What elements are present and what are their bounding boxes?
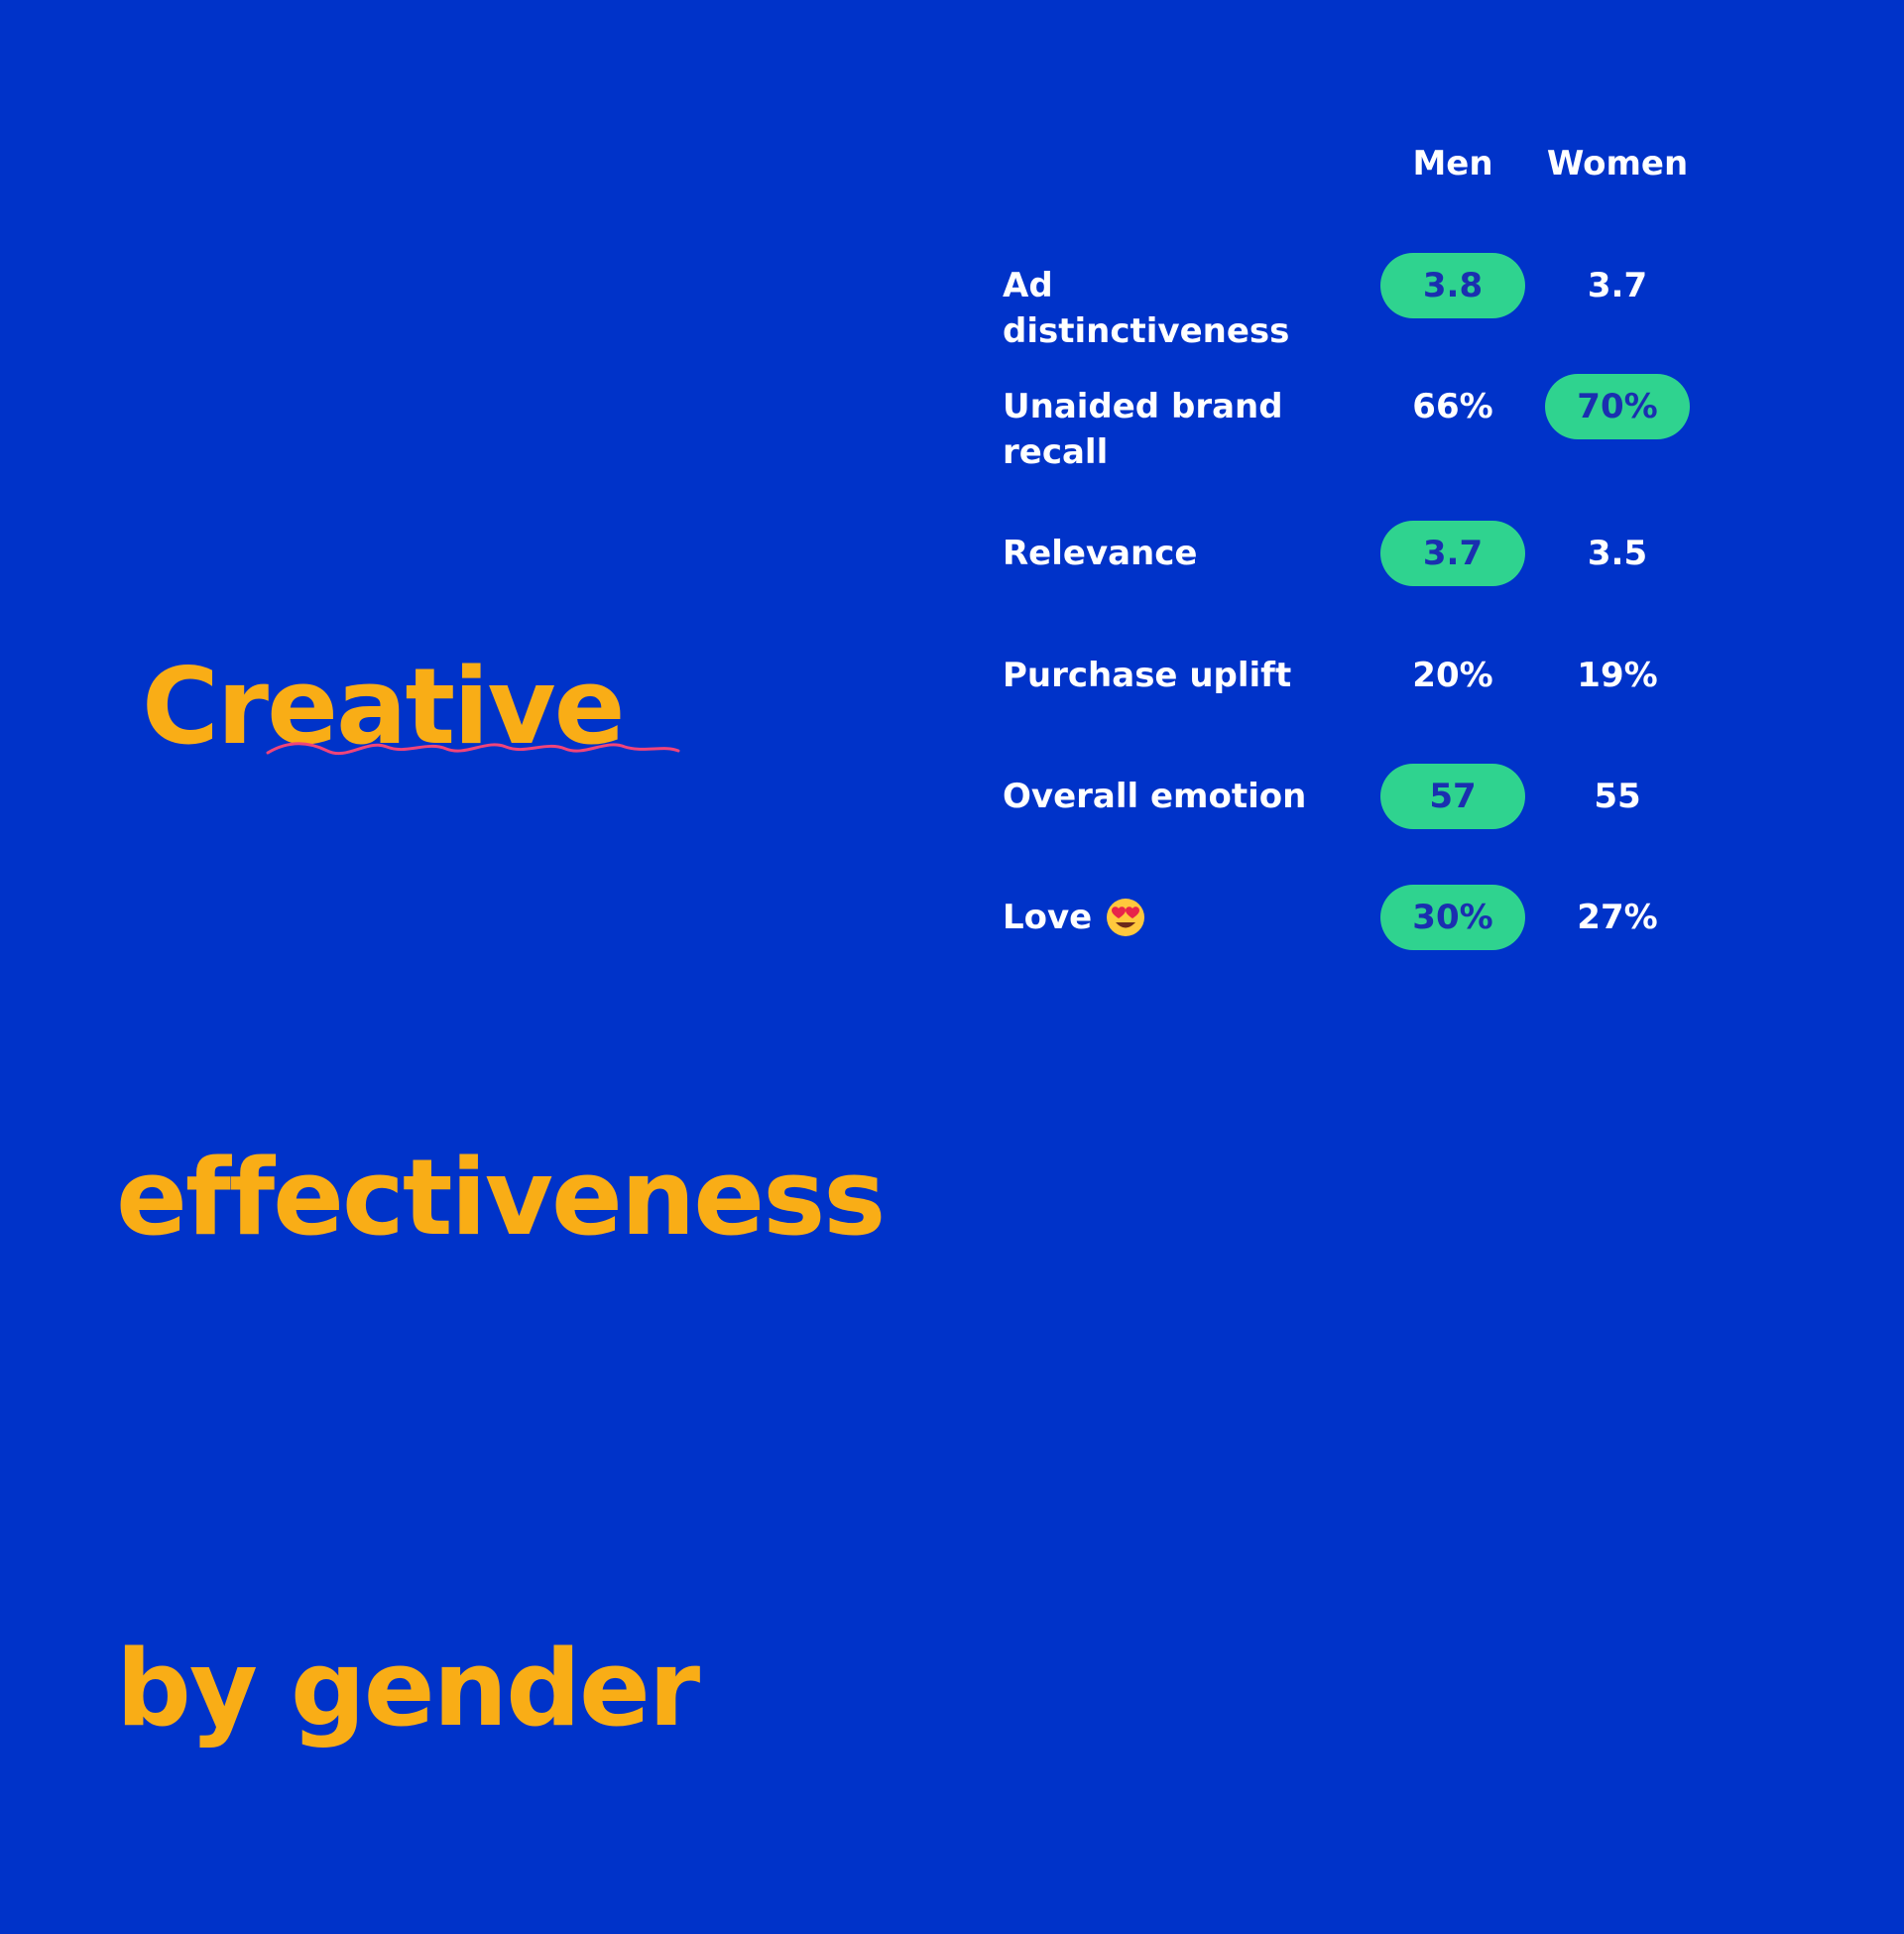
squiggle-path bbox=[266, 742, 680, 756]
cell-men-highlighted: 30% bbox=[1380, 885, 1525, 950]
title-line-2: effectiveness bbox=[116, 1137, 886, 1259]
cell-women: 3.7 bbox=[1587, 266, 1648, 305]
row-label-text: Unaided brand recall bbox=[1003, 387, 1283, 472]
cell-men: 66% bbox=[1412, 387, 1493, 426]
cell-men-highlighted: 3.7 bbox=[1380, 521, 1525, 586]
squiggle-underline bbox=[266, 742, 680, 756]
column-header-women: Women bbox=[1546, 144, 1689, 183]
row-label: Overall emotion bbox=[1003, 774, 1340, 819]
heart-eyes-emoji-icon bbox=[1106, 898, 1145, 937]
cell-women-highlighted: 70% bbox=[1545, 374, 1690, 439]
row-label-text: Overall emotion bbox=[1003, 777, 1307, 816]
column-header-men: Men bbox=[1412, 144, 1493, 183]
cell-men: 20% bbox=[1412, 656, 1493, 695]
row-label: Purchase uplift bbox=[1003, 653, 1340, 698]
title-line-3: by gender bbox=[116, 1628, 700, 1750]
row-label-text: Ad distinctiveness bbox=[1003, 266, 1290, 351]
cell-men-highlighted: 57 bbox=[1380, 764, 1525, 829]
cell-men-highlighted: 3.8 bbox=[1380, 253, 1525, 318]
row-label: Unaided brand recall bbox=[1003, 384, 1300, 475]
row-label-text: Love bbox=[1003, 898, 1093, 937]
cell-women: 3.5 bbox=[1587, 534, 1648, 573]
comparison-table: Men Women Ad distinctiveness 3.8 3.7 Unaide… bbox=[1003, 144, 1690, 950]
row-label-text: Purchase uplift bbox=[1003, 656, 1292, 695]
row-label: Love bbox=[1003, 895, 1340, 940]
cell-women: 27% bbox=[1577, 898, 1658, 937]
row-label: Relevance bbox=[1003, 531, 1340, 576]
cell-women: 55 bbox=[1594, 777, 1641, 816]
cell-women: 19% bbox=[1577, 656, 1658, 695]
row-label: Ad distinctiveness bbox=[1003, 263, 1340, 354]
row-label-text: Relevance bbox=[1003, 534, 1198, 573]
